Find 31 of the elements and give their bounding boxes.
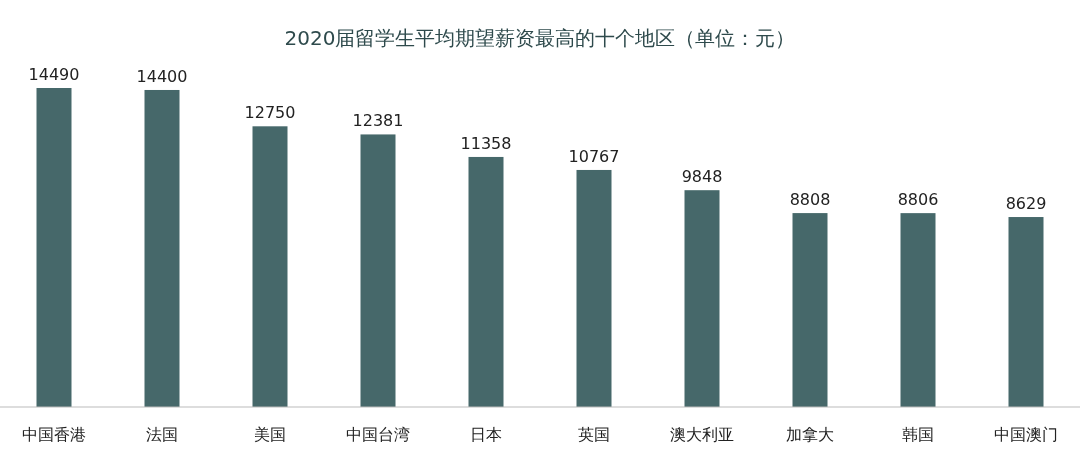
chart-title: 2020届留学生平均期望薪资最高的十个地区（单位：元） bbox=[284, 26, 796, 50]
x-tick-label: 中国台湾 bbox=[346, 425, 410, 444]
data-label: 9848 bbox=[681, 167, 723, 187]
x-tick-label: 日本 bbox=[470, 425, 502, 444]
x-tick-label: 韩国 bbox=[902, 425, 934, 444]
bar bbox=[684, 190, 720, 407]
x-tick-label: 美国 bbox=[254, 425, 286, 444]
x-tick-label: 加拿大 bbox=[786, 425, 834, 444]
data-label: 8629 bbox=[1005, 194, 1047, 214]
bar bbox=[468, 156, 504, 407]
bar bbox=[360, 134, 396, 407]
bar bbox=[1008, 217, 1044, 407]
data-label: 12381 bbox=[352, 111, 404, 131]
bar bbox=[144, 89, 180, 407]
bar bbox=[900, 213, 936, 407]
data-label: 12750 bbox=[244, 103, 296, 123]
bar bbox=[792, 213, 828, 407]
data-label: 8808 bbox=[789, 190, 831, 210]
x-tick-label: 法国 bbox=[146, 425, 178, 444]
data-label: 14490 bbox=[28, 65, 80, 84]
data-label: 8806 bbox=[897, 190, 939, 210]
bar bbox=[576, 169, 612, 407]
data-label: 10767 bbox=[568, 146, 620, 166]
data-label: 11358 bbox=[460, 133, 512, 153]
x-tick-label: 中国香港 bbox=[22, 425, 86, 444]
x-tick-label: 中国澳门 bbox=[994, 425, 1058, 444]
bar bbox=[252, 126, 288, 407]
x-tick-label: 英国 bbox=[578, 425, 610, 444]
x-tick-label: 澳大利亚 bbox=[670, 425, 734, 444]
data-label: 14400 bbox=[136, 66, 188, 86]
bar bbox=[36, 88, 72, 407]
